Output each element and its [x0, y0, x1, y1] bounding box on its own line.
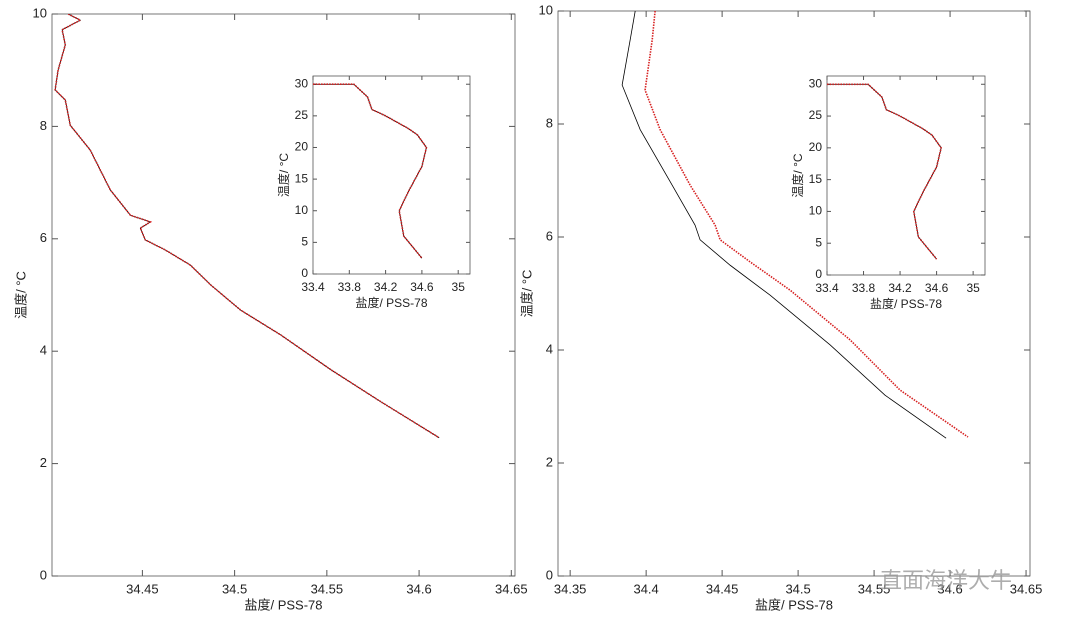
- y-tick-label: 10: [33, 5, 47, 20]
- y-tick-label: 6: [40, 230, 47, 245]
- watermark: 直面海洋大牛: [880, 568, 1012, 593]
- inset-chart: 33.4 33.8 34.2 34.6 35 0 5 10 15 20 25 30 盐度/ PSS-78…: [276, 75, 471, 310]
- y-tick-label: 20: [295, 140, 309, 154]
- x-tick-label: 35: [452, 280, 466, 294]
- y-axis-label: 温度/ °C: [276, 153, 291, 197]
- data-layer: [313, 83, 428, 259]
- x-tick-label: 34.55: [858, 581, 891, 596]
- x-tick-label: 34.6: [410, 280, 434, 294]
- y-tick-label: 0: [546, 567, 553, 582]
- data-line: [313, 83, 428, 259]
- y-tick-label: 25: [809, 108, 823, 122]
- y-tick-label: 8: [546, 115, 553, 130]
- y-axis-label: 温度/ °C: [790, 153, 805, 197]
- y-tick-label: 4: [546, 341, 553, 356]
- data-line: [54, 14, 440, 439]
- y-tick-label: 4: [40, 343, 47, 358]
- y-tick-label: 25: [295, 108, 309, 122]
- x-tick-label: 34.2: [888, 281, 912, 295]
- y-tick-label: 15: [295, 171, 309, 185]
- x-tick-label: 34.65: [1010, 581, 1043, 596]
- y-tick-label: 0: [40, 567, 47, 582]
- x-axis-label: 盐度/ PSS-78: [755, 597, 833, 612]
- x-tick-label: 33.8: [852, 281, 876, 295]
- x-tick-label: 34.55: [311, 581, 344, 596]
- y-tick-label: 20: [809, 140, 823, 154]
- data-line: [827, 83, 943, 260]
- y-tick-label: 6: [546, 228, 553, 243]
- x-tick-label: 34.5: [222, 581, 247, 596]
- y-tick-label: 15: [809, 172, 823, 186]
- x-tick-label: 33.4: [301, 280, 325, 294]
- x-tick-label: 34.65: [495, 581, 528, 596]
- x-tick-label: 34.6: [406, 581, 431, 596]
- y-tick-label: 10: [295, 203, 309, 217]
- x-tick-label: 34.6: [937, 581, 962, 596]
- x-tick-label: 34.5: [785, 581, 810, 596]
- y-axis-label: 温度/ °C: [519, 270, 534, 318]
- y-tick-label: 30: [295, 76, 309, 90]
- x-tick-label: 34.45: [126, 581, 159, 596]
- plot-area: [826, 75, 986, 276]
- x-tick-label: 34.45: [706, 581, 739, 596]
- x-tick-label: 34.4: [633, 581, 658, 596]
- x-tick-label: 34.2: [374, 280, 398, 294]
- inset-chart: 33.4 33.8 34.2 34.6 35 0 5 10 15 20 25 30 盐度/ PSS-78…: [790, 75, 986, 311]
- y-tick-label: 5: [301, 235, 308, 249]
- y-tick-label: 2: [40, 455, 47, 470]
- y-tick-label: 0: [815, 267, 822, 281]
- y-axis-label: 温度/ °C: [13, 271, 28, 319]
- y-tick-label: 30: [809, 76, 823, 90]
- y-tick-label: 0: [301, 266, 308, 280]
- x-axis-label: 盐度/ PSS-78: [355, 295, 427, 310]
- x-tick-label: 33.4: [815, 281, 839, 295]
- data-line: [621, 11, 947, 439]
- plot-area: [312, 75, 471, 275]
- data-line: [644, 11, 969, 438]
- x-tick-label: 34.35: [554, 581, 587, 596]
- x-axis-label: 盐度/ PSS-78: [870, 296, 942, 311]
- y-tick-label: 5: [815, 235, 822, 249]
- x-tick-label: 33.8: [338, 280, 362, 294]
- y-tick-label: 10: [539, 2, 553, 17]
- data-layer: [621, 11, 969, 439]
- x-tick-label: 35: [966, 281, 980, 295]
- x-axis-label: 盐度/ PSS-78: [244, 597, 322, 612]
- y-tick-label: 2: [546, 454, 553, 469]
- data-layer: [54, 14, 440, 439]
- x-tick-label: 34.6: [925, 281, 949, 295]
- y-tick-label: 10: [809, 204, 823, 218]
- y-tick-label: 8: [40, 118, 47, 133]
- data-layer: [827, 83, 943, 260]
